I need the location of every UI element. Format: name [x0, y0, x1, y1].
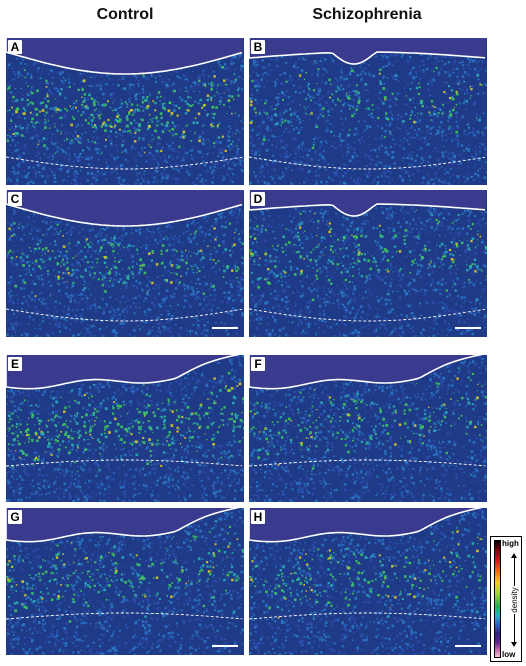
arrow-up-icon	[511, 553, 517, 558]
panel-e: E	[6, 355, 244, 502]
color-scale-bar	[494, 540, 501, 658]
legend-low-label: low	[502, 650, 516, 659]
density-map	[6, 190, 244, 337]
density-legend: high density low	[490, 536, 522, 662]
pial-boundary-line	[249, 508, 483, 543]
column-header-control: Control	[96, 6, 154, 23]
white-matter-boundary-line	[6, 459, 243, 467]
white-matter-boundary-line	[6, 612, 243, 620]
pial-boundary-line	[249, 190, 486, 217]
panel-label: G	[8, 510, 22, 524]
density-map	[249, 355, 487, 502]
legend-axis-label: density	[510, 586, 520, 614]
white-matter-boundary-line	[6, 156, 243, 170]
scale-bar	[212, 327, 238, 329]
panel-label: C	[8, 192, 22, 206]
white-matter-boundary-line	[249, 308, 486, 322]
panel-label: E	[8, 357, 22, 371]
panel-label: D	[251, 192, 265, 206]
scale-bar	[455, 645, 481, 647]
white-matter-boundary-line	[249, 612, 486, 620]
pial-boundary-line	[6, 190, 243, 227]
panel-d: D	[249, 190, 487, 337]
white-matter-boundary-line	[6, 308, 243, 322]
pial-boundary-line	[249, 355, 483, 390]
legend-axis: density	[510, 553, 520, 647]
pial-boundary-line	[249, 38, 486, 65]
arrow-down-icon	[511, 642, 517, 647]
panel-h: H	[249, 508, 487, 655]
panel-label: H	[251, 510, 265, 524]
density-map	[6, 355, 244, 502]
density-map	[249, 190, 487, 337]
panel-a: A	[6, 38, 244, 185]
scale-bar	[212, 645, 238, 647]
panel-b: B	[249, 38, 487, 185]
panel-label: B	[251, 40, 265, 54]
pial-boundary-line	[6, 38, 243, 75]
pial-boundary-line	[6, 508, 240, 543]
density-map	[6, 38, 244, 185]
white-matter-boundary-line	[249, 459, 486, 467]
density-map	[6, 508, 244, 655]
panel-label: F	[251, 357, 265, 371]
panel-label: A	[8, 40, 22, 54]
density-map	[249, 38, 487, 185]
panel-g: G	[6, 508, 244, 655]
white-matter-boundary-line	[249, 156, 486, 170]
scale-bar	[455, 327, 481, 329]
density-map	[249, 508, 487, 655]
pial-boundary-line	[6, 355, 240, 390]
panel-f: F	[249, 355, 487, 502]
column-header-schizophrenia: Schizophrenia	[312, 6, 422, 23]
legend-high-label: high	[502, 539, 519, 548]
panel-c: C	[6, 190, 244, 337]
